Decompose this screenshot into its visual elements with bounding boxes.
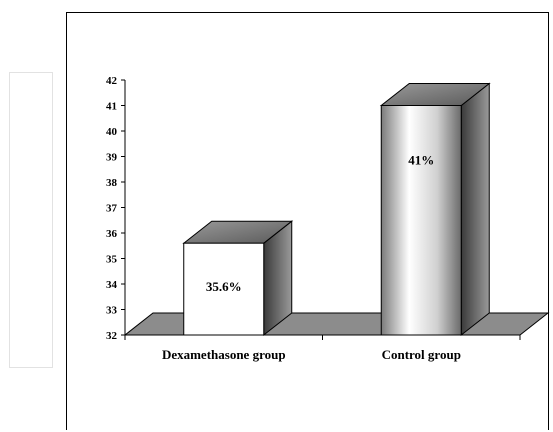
chart-frame	[66, 12, 549, 430]
bar	[379, 82, 491, 337]
bar-side	[460, 82, 490, 337]
y-tick-label: 41	[106, 101, 117, 113]
y-tick-label: 42	[106, 75, 118, 87]
y-tick-label: 36	[106, 228, 118, 240]
data-label: 41%	[408, 152, 434, 167]
x-category-label: Control group	[382, 347, 461, 362]
y-tick-label: 38	[106, 177, 118, 189]
y-tick-label: 32	[106, 330, 118, 342]
bar	[182, 220, 294, 337]
y-tick-label: 39	[106, 152, 118, 164]
data-label: 35.6%	[206, 279, 242, 294]
side-panel	[9, 72, 53, 368]
y-tick-label: 33	[106, 305, 118, 317]
y-tick-label: 34	[106, 279, 118, 291]
x-category-label: Dexamethasone group	[162, 347, 286, 362]
y-tick-label: 40	[106, 126, 118, 138]
bar-front	[183, 242, 265, 336]
bar-front	[380, 105, 462, 336]
y-tick-label: 37	[106, 203, 118, 215]
y-tick-label: 35	[106, 254, 118, 266]
